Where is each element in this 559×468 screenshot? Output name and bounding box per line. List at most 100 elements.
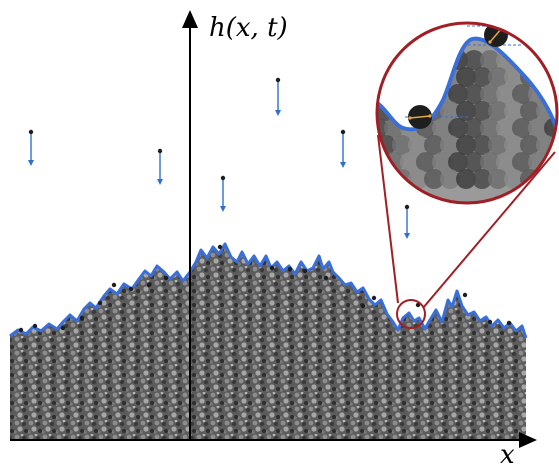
tangent-arrow-tail bbox=[488, 40, 492, 44]
grain bbox=[496, 84, 516, 104]
grain bbox=[480, 152, 500, 172]
particle-dot-icon bbox=[163, 275, 169, 281]
particle-dot-icon bbox=[360, 303, 366, 309]
deposit-layer bbox=[9, 242, 528, 440]
grain bbox=[472, 135, 492, 155]
grain bbox=[544, 118, 557, 138]
grain bbox=[440, 135, 460, 155]
grain bbox=[377, 169, 396, 189]
grain bbox=[472, 67, 492, 87]
grain bbox=[448, 84, 468, 104]
tangent-arrow-head bbox=[428, 114, 432, 118]
falling-arrow-icon bbox=[275, 77, 281, 116]
grain bbox=[424, 169, 444, 189]
grain bbox=[504, 169, 524, 189]
falling-arrow-icon bbox=[404, 204, 410, 239]
grain bbox=[464, 50, 484, 70]
grain bbox=[488, 169, 508, 189]
grain bbox=[432, 118, 452, 138]
particle-dot-icon bbox=[111, 282, 117, 288]
particle-dot-icon bbox=[32, 323, 38, 329]
grain bbox=[528, 118, 548, 138]
y-axis-label: h(x, t) bbox=[209, 13, 288, 43]
grain bbox=[512, 118, 532, 138]
falling-particles bbox=[28, 77, 410, 239]
zoom-particle-left bbox=[408, 105, 432, 129]
grain bbox=[488, 135, 508, 155]
falling-arrow-icon bbox=[340, 129, 346, 168]
grain bbox=[377, 50, 388, 70]
grain bbox=[480, 118, 500, 138]
particle-dot-icon bbox=[146, 282, 152, 288]
grain bbox=[456, 169, 476, 189]
particle-dot-icon bbox=[404, 204, 410, 210]
grain bbox=[377, 152, 388, 172]
grain bbox=[432, 152, 452, 172]
zoom-connector-line-left bbox=[377, 134, 399, 304]
zoom-inset bbox=[375, 21, 559, 205]
grain bbox=[400, 152, 420, 172]
grain bbox=[512, 152, 532, 172]
arrowhead bbox=[157, 179, 163, 185]
grain bbox=[520, 135, 540, 155]
particle-dot-icon bbox=[302, 268, 308, 274]
zoom-connector bbox=[377, 134, 556, 329]
tangent-arrow bbox=[409, 115, 431, 119]
grain bbox=[520, 101, 540, 121]
grain bbox=[464, 84, 484, 104]
falling-arrow-icon bbox=[28, 129, 34, 166]
grain bbox=[488, 67, 508, 87]
particle-dot-icon bbox=[157, 148, 163, 154]
grain bbox=[480, 84, 500, 104]
grain bbox=[416, 152, 436, 172]
grain bbox=[480, 50, 500, 70]
grain bbox=[456, 101, 476, 121]
arrowhead bbox=[404, 233, 410, 239]
particle-dot-icon bbox=[97, 300, 103, 306]
particle-dot-icon bbox=[275, 77, 281, 83]
arrowhead bbox=[28, 160, 34, 166]
grain bbox=[440, 169, 460, 189]
surface-particles bbox=[18, 244, 512, 333]
grain bbox=[496, 118, 516, 138]
particle-dot-icon bbox=[487, 319, 493, 325]
grain bbox=[392, 135, 412, 155]
particle-dot-icon bbox=[462, 292, 468, 298]
zoom-connector-line-right bbox=[422, 151, 556, 309]
zoom-inset-interface bbox=[377, 36, 557, 141]
grain bbox=[448, 118, 468, 138]
particle-dot-icon bbox=[28, 129, 34, 135]
grain bbox=[472, 101, 492, 121]
arrowhead bbox=[275, 110, 281, 116]
grain bbox=[512, 84, 532, 104]
particle-dot-icon bbox=[287, 266, 293, 272]
particle-dot-icon bbox=[217, 244, 223, 250]
falling-arrow-icon bbox=[220, 175, 226, 212]
particle-dot-icon bbox=[79, 315, 85, 321]
surface-interface-line bbox=[9, 242, 528, 339]
grain bbox=[464, 118, 484, 138]
grain bbox=[456, 67, 476, 87]
falling-arrow-icon bbox=[157, 148, 163, 185]
grain bbox=[464, 152, 484, 172]
grain bbox=[408, 135, 428, 155]
deposit-body bbox=[10, 244, 526, 440]
tangent-arrow-tail bbox=[408, 116, 412, 120]
grain bbox=[448, 152, 468, 172]
particle-dot-icon bbox=[415, 302, 421, 308]
zoom-inset-ring bbox=[375, 21, 559, 205]
particle-dot-icon bbox=[323, 275, 329, 281]
particle-dot-icon bbox=[506, 320, 512, 326]
grain bbox=[440, 101, 460, 121]
axes: h(x, t) x bbox=[10, 10, 537, 468]
particle-dot-icon bbox=[220, 175, 226, 181]
grain bbox=[504, 135, 524, 155]
grain bbox=[552, 169, 557, 189]
grain bbox=[472, 169, 492, 189]
particle-dot-icon bbox=[128, 286, 134, 292]
zoom-source-circle bbox=[396, 299, 426, 329]
grain bbox=[456, 135, 476, 155]
x-axis-label: x bbox=[500, 440, 515, 468]
particle-dot-icon bbox=[269, 265, 275, 271]
